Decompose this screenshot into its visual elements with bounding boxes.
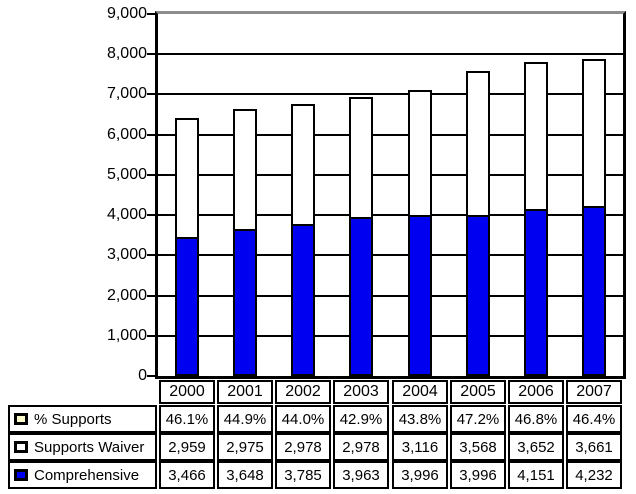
bar-2004-supports-waiver-segment xyxy=(408,90,432,217)
table-cell: 3,116 xyxy=(392,433,448,461)
table-cell: 4,232 xyxy=(566,461,622,489)
y-axis-tick-label: 5,000 xyxy=(106,166,147,183)
bar-2007-comprehensive-segment xyxy=(582,206,606,376)
gridline xyxy=(158,214,623,216)
y-axis-tick-mark xyxy=(147,134,155,136)
year-header-cell: 2001 xyxy=(217,380,273,404)
year-header-cell: 2005 xyxy=(450,380,506,404)
table-cell: 3,652 xyxy=(508,433,564,461)
year-header-cell: 2002 xyxy=(275,380,331,404)
bar-2000-supports-waiver-segment xyxy=(175,118,199,239)
bar-2006-supports-waiver-segment xyxy=(524,62,548,211)
y-axis-tick-mark xyxy=(147,335,155,337)
legend-label: Supports Waiver xyxy=(34,438,145,456)
table-cell: 44.9% xyxy=(217,405,273,433)
y-axis-tick-label: 1,000 xyxy=(106,327,147,344)
table-cell: 3,648 xyxy=(217,461,273,489)
y-axis-tick-mark xyxy=(147,375,155,377)
legend-label: Comprehensive xyxy=(34,466,140,484)
gridline xyxy=(158,134,623,136)
bar-2007-supports-waiver-segment xyxy=(582,59,606,208)
table-cell: 43.8% xyxy=(392,405,448,433)
comprehensive-legend-marker-icon xyxy=(14,469,28,481)
table-cell: 47.2% xyxy=(450,405,506,433)
y-axis-tick-mark xyxy=(147,53,155,55)
bar-2005-comprehensive-segment xyxy=(466,215,490,376)
legend-cell-comprehensive: Comprehensive xyxy=(8,461,157,489)
gridline xyxy=(158,174,623,176)
table-cell: 2,975 xyxy=(217,433,273,461)
y-axis-tick-mark xyxy=(147,174,155,176)
y-axis-tick-mark xyxy=(147,214,155,216)
gridline xyxy=(158,53,623,55)
year-header-cell: 2007 xyxy=(566,380,622,404)
table-cell: 2,978 xyxy=(275,433,331,461)
y-axis-tick-label: 8,000 xyxy=(106,45,147,62)
y-axis-tick-label: 7,000 xyxy=(106,85,147,102)
legend-cell-supports-waiver: Supports Waiver xyxy=(8,433,157,461)
table-cell: 4,151 xyxy=(508,461,564,489)
table-cell: 46.8% xyxy=(508,405,564,433)
legend-cell--supports: % Supports xyxy=(8,405,157,433)
y-axis-tick-label: 2,000 xyxy=(106,287,147,304)
supports-waiver-legend-marker-icon xyxy=(14,441,28,453)
bar-2004-comprehensive-segment xyxy=(408,215,432,376)
table-cell: 2,978 xyxy=(333,433,389,461)
y-axis-tick-label: 9,000 xyxy=(106,5,147,22)
table-cell: 3,568 xyxy=(450,433,506,461)
year-header-cell: 2006 xyxy=(508,380,564,404)
legend-label: % Supports xyxy=(34,410,112,428)
bar-2001-comprehensive-segment xyxy=(233,229,257,376)
y-axis-tick-mark xyxy=(147,93,155,95)
bar-2000-comprehensive-segment xyxy=(175,237,199,376)
table-cell: 3,785 xyxy=(275,461,331,489)
bar-2001-supports-waiver-segment xyxy=(233,109,257,231)
table-cell: 44.0% xyxy=(275,405,331,433)
bar-2005-supports-waiver-segment xyxy=(466,71,490,217)
bar-2003-supports-waiver-segment xyxy=(349,97,373,219)
year-header-cell: 2003 xyxy=(333,380,389,404)
y-axis-tick-label: 3,000 xyxy=(106,246,147,263)
table-cell: 46.1% xyxy=(159,405,215,433)
table-cell: 3,996 xyxy=(450,461,506,489)
gridline xyxy=(158,295,623,297)
year-header-cell: 2000 xyxy=(159,380,215,404)
table-cell: 3,963 xyxy=(333,461,389,489)
table-cell: 42.9% xyxy=(333,405,389,433)
table-cell: 3,661 xyxy=(566,433,622,461)
table-cell: 3,996 xyxy=(392,461,448,489)
plot-area xyxy=(155,11,626,379)
gridline xyxy=(158,335,623,337)
gridline xyxy=(158,93,623,95)
y-axis-tick-mark xyxy=(147,254,155,256)
gridline xyxy=(158,254,623,256)
y-axis-tick-mark xyxy=(147,13,155,15)
bar-2002-comprehensive-segment xyxy=(291,224,315,376)
y-axis-tick-label: 0 xyxy=(138,367,147,384)
y-axis-tick-label: 4,000 xyxy=(106,206,147,223)
table-cell: 46.4% xyxy=(566,405,622,433)
year-header-cell: 2004 xyxy=(392,380,448,404)
y-axis-tick-mark xyxy=(147,295,155,297)
table-cell: 2,959 xyxy=(159,433,215,461)
-supports-legend-marker-icon xyxy=(14,413,28,425)
y-axis-tick-label: 6,000 xyxy=(106,126,147,143)
bar-2002-supports-waiver-segment xyxy=(291,104,315,226)
bar-2006-comprehensive-segment xyxy=(524,209,548,376)
table-cell: 3,466 xyxy=(159,461,215,489)
bar-2003-comprehensive-segment xyxy=(349,217,373,376)
